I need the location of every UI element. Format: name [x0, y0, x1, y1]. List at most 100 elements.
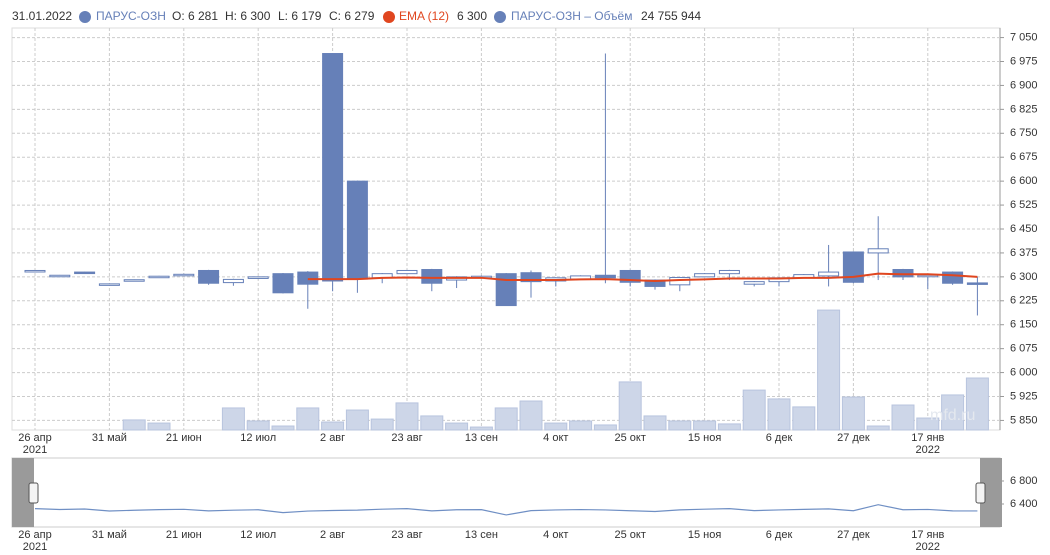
legend-dot [383, 11, 395, 23]
marks: 7 050 6 975 6 900 6 825 6 750 6 675 6 600 6 525… [12, 28, 1038, 553]
volume-bar [370, 418, 394, 431]
candle-body [98, 283, 120, 286]
x-tick-label: 12 июл [240, 432, 276, 444]
x-tick-label: 6 дек [766, 432, 793, 444]
candle-body [619, 269, 641, 283]
navigator-line [34, 504, 978, 516]
candle-body [495, 273, 517, 307]
y-tick-label: 5 925 [1010, 390, 1038, 402]
navigator-handle[interactable] [975, 482, 986, 504]
x-year-label: 2021 [23, 541, 47, 553]
volume-bar [717, 423, 741, 431]
y-tick-label: 6 825 [1010, 103, 1038, 115]
x-tick-label: 26 апр [18, 529, 51, 541]
x-tick-label: 23 авг [391, 432, 422, 444]
y-tick-label: 6 675 [1010, 151, 1038, 163]
x-tick-label: 2 авг [320, 432, 345, 444]
ema-line [307, 272, 978, 283]
x-year-label: 2022 [916, 444, 940, 456]
x-tick-label: 26 апр [18, 432, 51, 444]
volume-bar [122, 419, 146, 431]
volume-bar [246, 420, 270, 431]
low: L: 6 179 [278, 9, 322, 23]
volume-bar [147, 422, 171, 431]
x-tick-label: 2 авг [320, 529, 345, 541]
x-tick-label: 21 июн [166, 432, 202, 444]
candle-body [322, 53, 344, 282]
volume-bar [420, 415, 444, 431]
y-tick-label: 6 800 [1010, 475, 1038, 487]
x-tick-label: 17 янв [911, 529, 944, 541]
volume-bar [817, 309, 841, 431]
x-tick-label: 6 дек [766, 529, 793, 541]
volume-bar [916, 417, 940, 431]
x-tick-label: 4 окт [543, 529, 568, 541]
volume-bar [643, 415, 667, 431]
x-tick-label: 4 окт [543, 432, 568, 444]
navigator-mask [12, 458, 34, 527]
watermark: mfd.ru [930, 407, 975, 424]
y-tick-label: 7 050 [1010, 31, 1038, 43]
navigator [11, 457, 1001, 528]
volume-bar [345, 409, 369, 431]
candle-body [49, 274, 71, 278]
candle-body [694, 273, 716, 278]
candle-body [74, 271, 96, 275]
x-tick-label: 31 май [92, 529, 127, 541]
y-tick-label: 6 525 [1010, 199, 1038, 211]
volume-bar [941, 394, 965, 431]
candle-body [123, 279, 145, 282]
y-tick-label: 6 225 [1010, 295, 1038, 307]
legend: 31.01.2022 ПАРУС-ОЗН O: 6 281 H: 6 300 L… [12, 9, 701, 23]
legend-dot [79, 11, 91, 23]
x-tick-label: 27 дек [837, 432, 870, 444]
navigator-mask [980, 458, 1002, 527]
x-tick-label: 27 дек [837, 529, 870, 541]
volume-bar [569, 420, 593, 431]
volume-bar [395, 402, 419, 431]
legend-dot [494, 11, 506, 23]
candle-body [942, 271, 964, 284]
y-tick-label: 6 375 [1010, 247, 1038, 259]
x-tick-label: 31 май [92, 432, 127, 444]
candle-body [272, 273, 294, 294]
legend-name: ПАРУС-ОЗН – Объём [511, 9, 632, 23]
x-year-label: 2021 [23, 444, 47, 456]
candle-body [594, 274, 616, 279]
navigator-handle[interactable] [28, 482, 39, 504]
volume-bar [544, 422, 568, 431]
x-tick-label: 15 ноя [688, 432, 721, 444]
y-tick-label: 6 300 [1010, 271, 1038, 283]
volume-bar [767, 398, 791, 431]
volume-bar [296, 407, 320, 431]
volume-value: 24 755 944 [641, 9, 701, 23]
volume-bar [469, 426, 493, 431]
candle-body [818, 271, 840, 277]
volume-bar [321, 421, 345, 431]
candle-body [743, 281, 765, 285]
volume-bar [742, 389, 766, 431]
x-tick-label: 25 окт [615, 529, 646, 541]
candle-body [867, 248, 889, 254]
candle-body [346, 180, 368, 280]
candle-body [396, 269, 418, 275]
y-tick-label: 6 150 [1010, 319, 1038, 331]
candle-body [718, 269, 740, 275]
x-tick-label: 15 ноя [688, 529, 721, 541]
candle-body [148, 275, 170, 279]
candle-body [247, 276, 269, 279]
y-tick-label: 6 900 [1010, 79, 1038, 91]
x-tick-label: 25 окт [615, 432, 646, 444]
volume-bar [866, 425, 890, 431]
legend-name: EMA (12) [399, 9, 449, 23]
y-tick-label: 6 600 [1010, 175, 1038, 187]
volume-bar [965, 377, 989, 431]
volume-bar [593, 424, 617, 431]
y-tick-label: 6 975 [1010, 55, 1038, 67]
volume-bar [618, 381, 642, 431]
volume-bar [841, 396, 865, 431]
x-tick-label: 12 июл [240, 529, 276, 541]
candle-body [520, 272, 542, 283]
